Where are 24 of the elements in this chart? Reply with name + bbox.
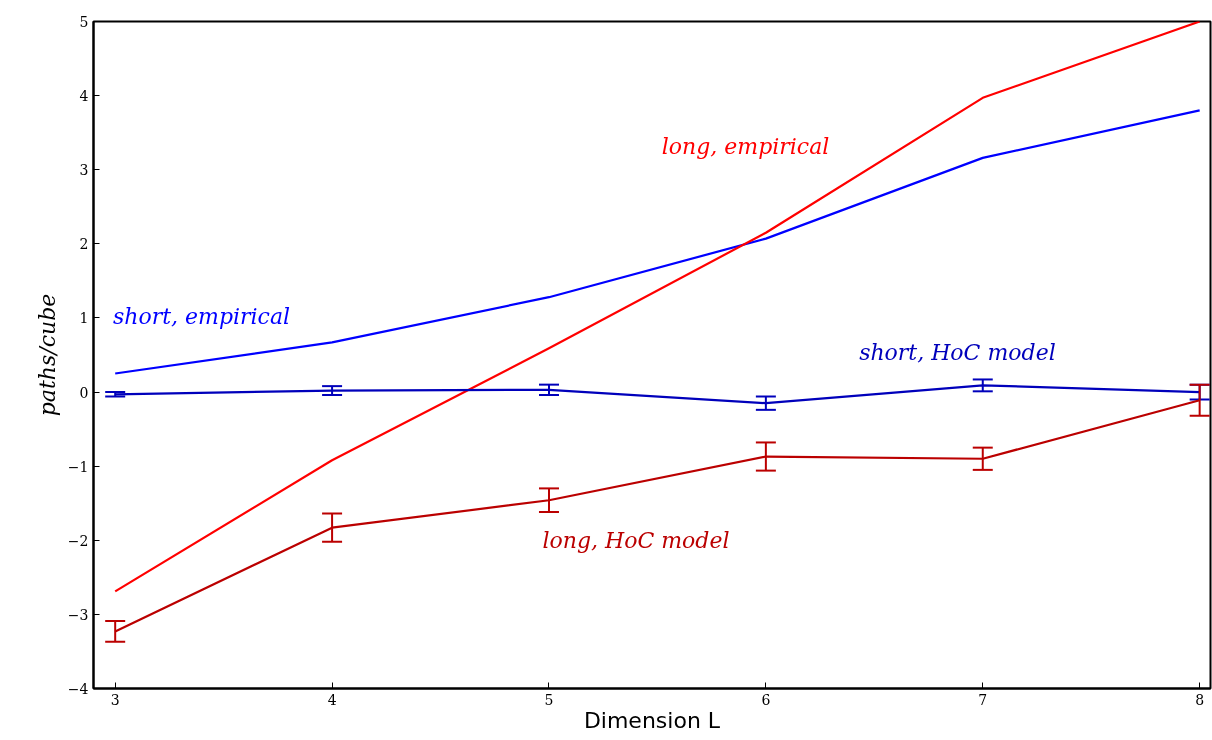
x-tick-label: 5: [544, 691, 554, 708]
y-tick-label: 0: [79, 384, 89, 401]
y-tick-label: 2: [79, 236, 89, 253]
y-tick-label: −2: [67, 532, 89, 549]
y-tick-label: −3: [67, 606, 89, 623]
y-tick-label: 3: [79, 162, 89, 179]
y-tick-label: 1: [79, 310, 89, 327]
x-tick-label: 7: [978, 691, 988, 708]
series-label: long, empirical: [661, 133, 830, 159]
y-tick-label: 5: [79, 14, 89, 30]
y-tick-label: −1: [67, 458, 89, 475]
y-axis-title: paths/cube: [34, 293, 60, 417]
x-tick-label: 8: [1195, 691, 1205, 708]
series-label: short, empirical: [113, 304, 291, 330]
series-label: long, HoC model: [542, 527, 730, 553]
line-series: [114, 109, 1201, 375]
x-tick-label: 6: [761, 691, 771, 708]
line-series: [114, 21, 1201, 593]
x-axis-title: Dimension L: [583, 707, 721, 733]
y-tick-label: 4: [79, 88, 89, 105]
x-tick-label: 4: [327, 691, 337, 708]
x-tick-label: 3: [110, 691, 120, 708]
series-label: short, HoC model: [859, 339, 1056, 365]
y-tick-label: −4: [67, 681, 89, 697]
